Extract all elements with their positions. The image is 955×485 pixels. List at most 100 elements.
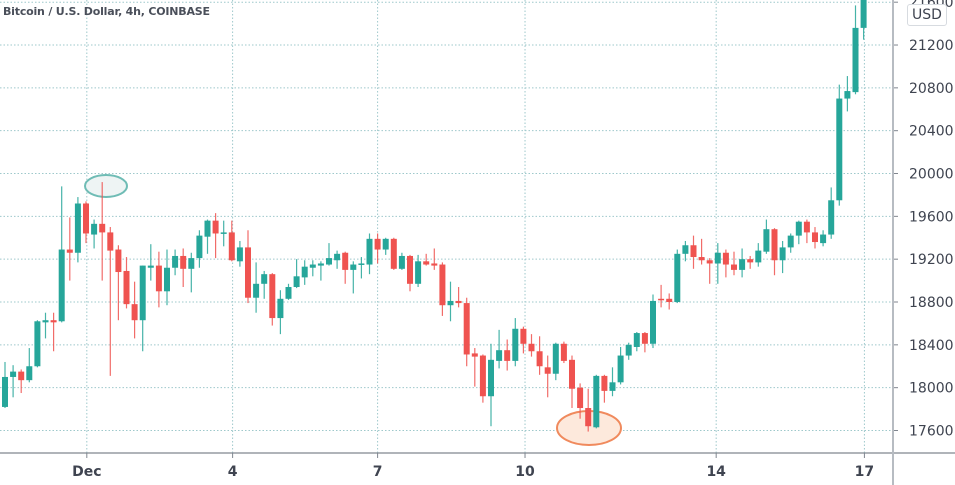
candle-up [714,243,721,284]
candle-body [382,238,389,250]
candle-body [358,263,365,265]
candle-up [787,233,794,253]
candle-up [633,331,640,352]
candle-up [779,240,786,274]
candle-down [585,388,592,432]
candle-body [180,255,187,269]
candle-body [155,265,162,292]
candle-up [682,240,689,262]
x-tick-label: 10 [515,464,535,480]
candle-down [666,293,673,310]
candle-body [26,366,33,381]
candle-body [172,255,179,268]
x-tick-label: 4 [228,464,238,480]
candle-down [228,220,235,262]
candle-down [463,297,470,367]
candle-body [650,300,656,344]
candle-down [212,213,219,259]
candle-body [204,220,211,237]
candle-up [285,283,292,300]
candle-up [172,249,179,276]
candle-up [34,320,41,368]
candle-body [828,200,835,235]
candle-up [139,265,146,352]
candle-down [99,182,106,281]
candle-body [74,203,81,253]
candle-up [852,5,859,95]
candle-body [83,203,89,234]
candle-up [293,259,300,289]
candle-body [690,245,697,258]
candle-body [139,265,146,321]
candle-down [560,341,567,364]
candle-up [488,343,494,427]
candle-body [350,264,357,270]
candle-body [820,234,827,244]
candle-down [601,374,608,403]
x-tick-label: Dec [72,464,101,480]
candle-up [164,249,170,306]
candle-body [747,259,754,263]
candle-down [390,237,397,270]
candle-up [674,249,681,304]
candle-body [326,258,332,265]
candle-body [131,304,138,321]
candle-up [763,219,770,254]
candle-down [722,249,729,278]
candle-body [658,298,665,301]
currency-badge[interactable]: USD [907,4,947,26]
candle-body [212,220,219,234]
candle-body [593,375,600,428]
candle-up [398,252,405,270]
candle-body [763,229,770,252]
candle-body [285,287,292,299]
candle-body [91,223,98,235]
candle-up [844,76,851,112]
candle-body [423,261,430,265]
candle-body [220,232,227,234]
candle-body [852,27,859,93]
candle-up [860,0,867,40]
candle-body [479,355,486,397]
candle-down [641,331,648,353]
candle-body [625,344,632,356]
candle-body [164,267,170,292]
candle-body [309,264,316,268]
candle-up [236,240,243,267]
candle-down [520,326,527,354]
candle-down [504,339,511,371]
candle-up [609,367,616,397]
candle-up [739,248,746,278]
candle-body [58,249,65,322]
candle-down [342,251,349,284]
candle-body [342,252,349,270]
candle-up [447,281,454,322]
candle-body [2,376,8,407]
candle-up [196,230,203,268]
candle-down [706,258,713,284]
candle-body [10,371,17,377]
candle-up [317,261,324,281]
candle-down [245,230,251,304]
candle-down [771,228,778,276]
candle-body [228,232,235,261]
candle-body [560,343,567,361]
candle-up [593,374,600,429]
candle-body [779,247,786,261]
candle-body [722,252,729,265]
candle-body [196,235,203,259]
candles [2,0,867,432]
candle-down [569,355,575,409]
candle-up [415,254,422,288]
candle-up [2,361,8,409]
candle-body [50,320,57,323]
candle-down [423,253,430,266]
candle-down [18,369,25,394]
candle-down [658,284,665,308]
candle-body [398,255,405,269]
candle-body [731,264,737,270]
candle-up [10,365,17,398]
candle-body [293,276,300,288]
candle-body [407,255,413,284]
